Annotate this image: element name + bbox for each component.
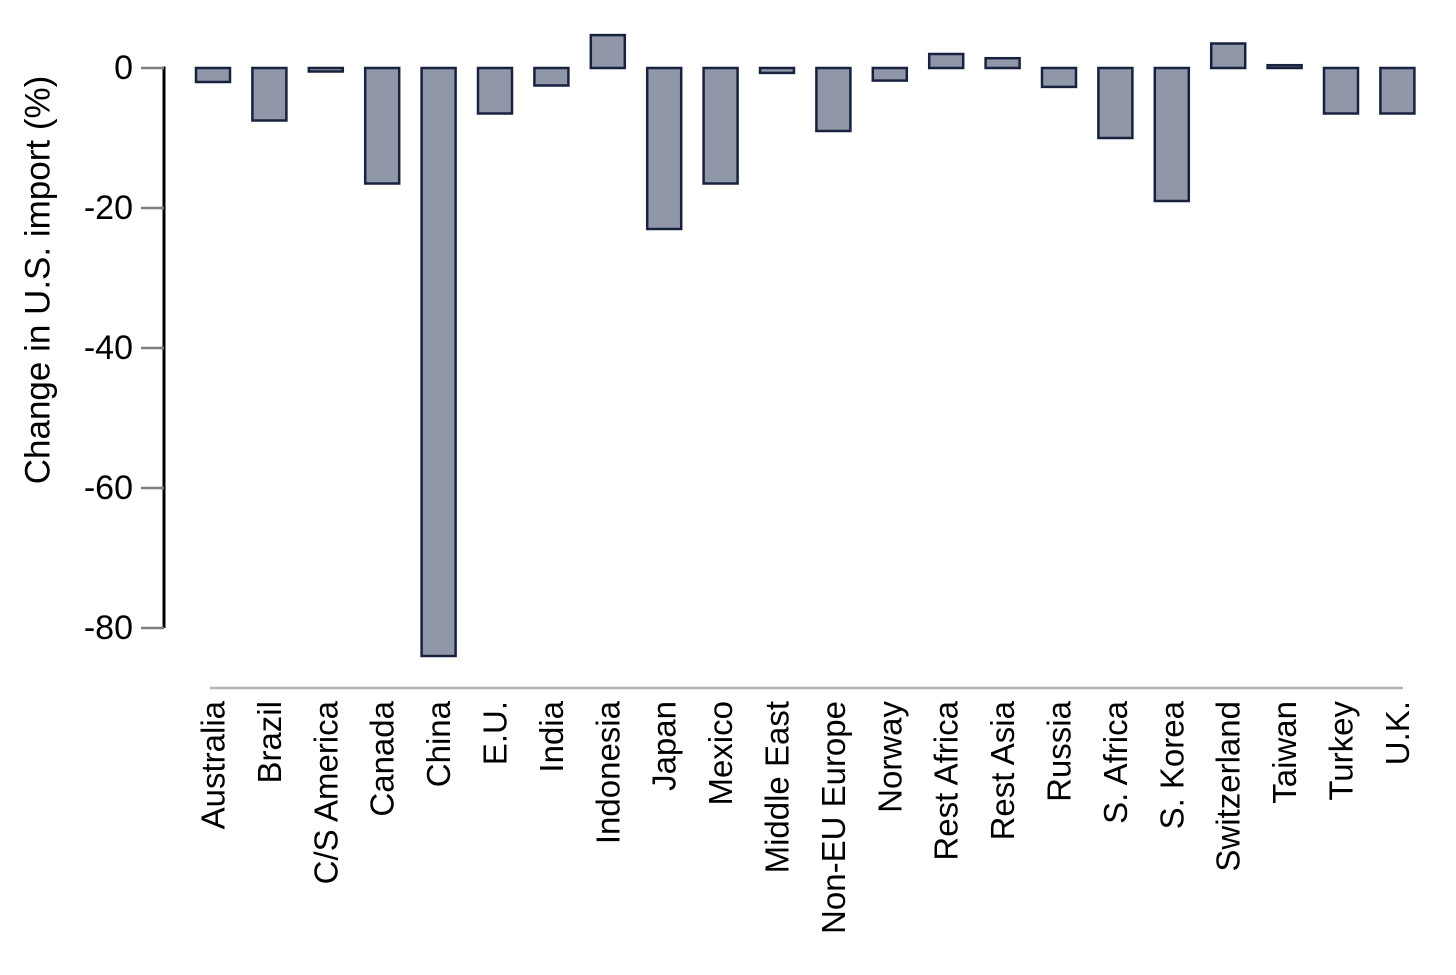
bar-turkey: [1322, 66, 1360, 115]
bar-china: [420, 66, 457, 658]
x-label-taiwan: Taiwan: [1266, 701, 1303, 804]
y-tick-label-20: -20: [84, 189, 133, 227]
x-label-middle-east: Middle East: [759, 701, 796, 873]
x-label-non-eu-europe: Non-EU Europe: [815, 701, 852, 934]
bar-taiwan: [1266, 63, 1303, 70]
bar-rest-asia: [984, 56, 1021, 70]
bar-australia: [194, 66, 232, 84]
x-label-turkey: Turkey: [1323, 701, 1360, 801]
bar-u-k: [1379, 66, 1416, 115]
x-label-australia: Australia: [195, 700, 232, 829]
y-tick-label-40: -40: [84, 329, 133, 367]
bar-japan: [645, 66, 683, 231]
x-label-e-u: E.U.: [477, 701, 514, 765]
bar-s-africa: [1097, 66, 1134, 140]
bar-switzerland: [1209, 42, 1247, 70]
bar-c-s-america: [307, 66, 345, 73]
y-tick-label-0: 0: [114, 49, 133, 87]
x-label-rest-asia: Rest Asia: [984, 700, 1021, 840]
x-label-mexico: Mexico: [702, 701, 739, 806]
bar-s-korea: [1153, 66, 1191, 203]
x-label-japan: Japan: [646, 701, 683, 791]
bar-e-u: [476, 66, 514, 115]
x-label-rest-africa: Rest Africa: [928, 700, 965, 860]
bar-non-eu-europe: [815, 66, 852, 133]
x-label-indonesia: Indonesia: [589, 700, 626, 844]
bar-indonesia: [589, 33, 627, 70]
bar-mexico: [702, 66, 739, 185]
bar-canada: [363, 66, 401, 185]
x-label-c-s-america: C/S America: [307, 700, 344, 884]
y-tick-label-80: -80: [84, 609, 133, 647]
x-label-switzerland: Switzerland: [1210, 701, 1247, 872]
x-label-china: China: [420, 700, 457, 787]
bar-rest-africa: [927, 52, 965, 70]
x-label-canada: Canada: [364, 700, 401, 816]
x-label-u-k: U.K.: [1379, 701, 1416, 765]
bar-middle-east: [758, 66, 796, 75]
x-label-india: India: [533, 700, 570, 772]
x-label-s-africa: S. Africa: [1097, 700, 1134, 824]
bar-india: [533, 66, 570, 87]
bar-russia: [1040, 66, 1078, 89]
bar-norway: [871, 66, 909, 82]
bar-brazil: [251, 66, 288, 122]
y-tick-label-60: -60: [84, 469, 133, 507]
y-axis-title: Change in U.S. import (%): [19, 76, 58, 484]
x-label-brazil: Brazil: [251, 701, 288, 784]
x-label-s-korea: S. Korea: [1153, 700, 1190, 829]
x-label-russia: Russia: [1041, 700, 1078, 802]
x-label-norway: Norway: [871, 701, 908, 813]
